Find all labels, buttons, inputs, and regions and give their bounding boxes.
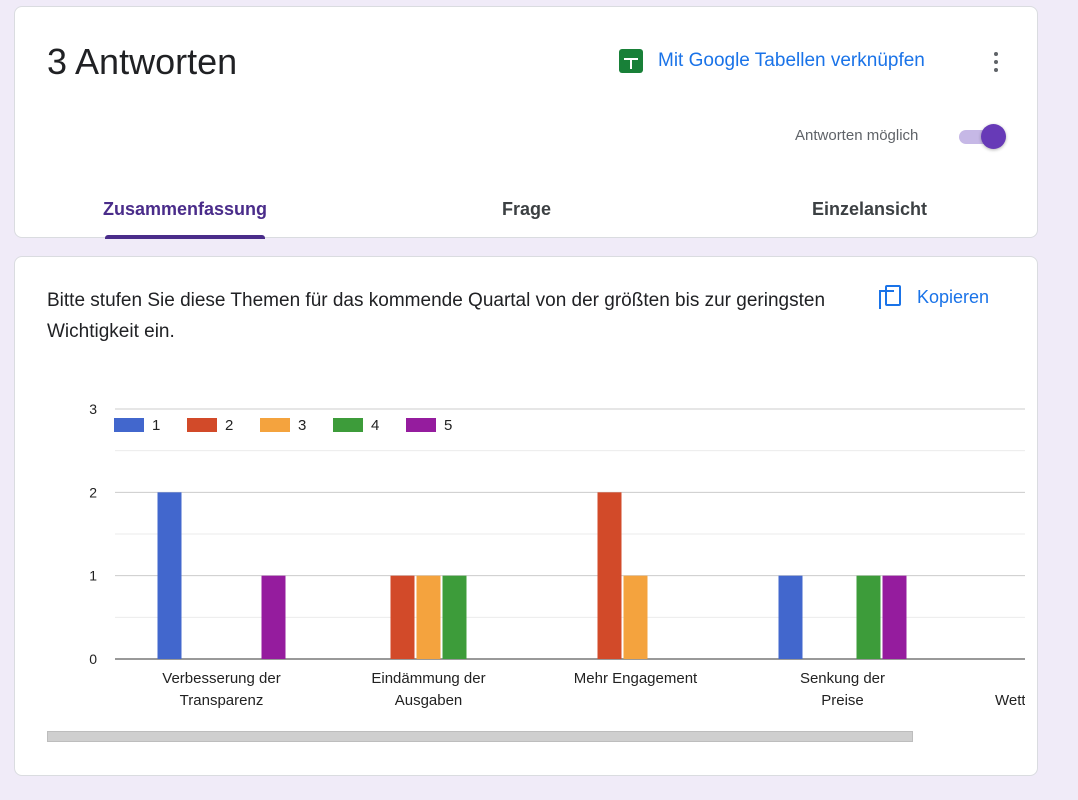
bar — [157, 492, 182, 659]
x-tick-label: Transparenz — [180, 692, 264, 709]
legend-swatch — [333, 418, 363, 432]
legend-swatch — [260, 418, 290, 432]
legend-label: 4 — [371, 417, 379, 434]
y-tick-label: 0 — [89, 651, 97, 667]
tab-individual[interactable]: Einzelansicht — [812, 199, 928, 219]
legend-swatch — [114, 418, 144, 432]
bar — [778, 575, 803, 659]
x-tick-label: Eindämmung der — [371, 670, 485, 687]
copy-chart-button[interactable]: Kopieren — [879, 285, 989, 309]
legend-swatch — [406, 418, 436, 432]
toggle-thumb — [981, 124, 1006, 149]
responses-count-title: 3 Antworten — [47, 41, 238, 82]
bar — [390, 575, 415, 659]
link-to-sheets-label: Mit Google Tabellen verknüpfen — [658, 50, 925, 71]
more-options-button[interactable] — [981, 49, 1011, 75]
x-tick-label: Verbesserung der — [162, 670, 280, 687]
x-tick-label: Senkung der — [800, 670, 885, 687]
accepting-responses-toggle[interactable] — [959, 123, 1009, 149]
bar — [856, 575, 881, 659]
responses-header-card: 3 Antworten Mit Google Tabellen verknüpf… — [14, 6, 1038, 239]
question-summary-card: Bitte stufen Sie diese Themen für das ko… — [14, 256, 1038, 776]
bar — [597, 492, 622, 659]
x-tick-label: Preise — [821, 692, 864, 709]
legend-label: 3 — [298, 417, 306, 434]
bar — [882, 575, 907, 659]
bar — [416, 575, 441, 659]
tab-question[interactable]: Frage — [502, 199, 552, 219]
bar — [442, 575, 467, 659]
link-to-sheets-button[interactable]: Mit Google Tabellen verknüpfen — [619, 49, 925, 73]
ranking-bar-chart: 0 1 2 3 Verbesserung der Transparenz Eindämmun… — [89, 401, 1025, 709]
accepting-responses-label: Antworten möglich — [795, 127, 919, 144]
active-tab-indicator — [105, 235, 265, 239]
y-tick-label: 3 — [89, 401, 97, 417]
google-sheets-icon — [619, 49, 643, 73]
legend-label: 5 — [444, 417, 452, 434]
y-tick-label: 2 — [89, 484, 97, 500]
legend-label: 1 — [152, 417, 160, 434]
bar — [623, 575, 648, 659]
copy-label: Kopieren — [917, 286, 990, 307]
x-tick-label: Wettbew — [995, 692, 1025, 709]
tab-summary[interactable]: Zusammenfassung — [103, 199, 268, 219]
bar — [261, 575, 286, 659]
question-text: Bitte stufen Sie diese Themen für das ko… — [47, 290, 826, 342]
legend-label: 2 — [225, 417, 233, 434]
chart-horizontal-scrollbar[interactable] — [47, 731, 913, 742]
legend-swatch — [187, 418, 217, 432]
x-tick-label: Mehr Engagement — [574, 670, 698, 687]
more-vert-icon — [994, 52, 998, 56]
more-vert-icon-dot — [994, 68, 998, 72]
more-vert-icon-dot — [994, 60, 998, 64]
copy-icon — [879, 285, 901, 309]
x-tick-label: Ausgaben — [395, 692, 463, 709]
y-tick-label: 1 — [89, 568, 97, 584]
